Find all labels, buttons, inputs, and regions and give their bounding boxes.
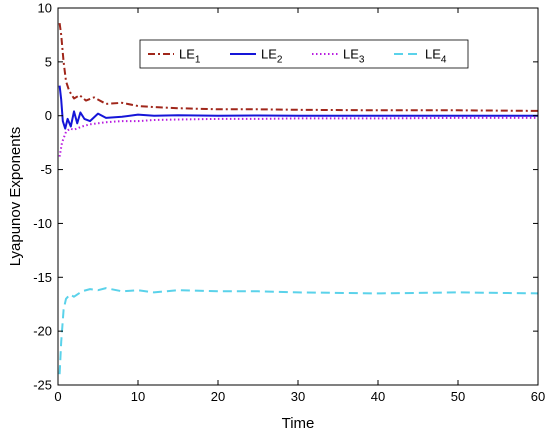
series-line-le2	[58, 85, 538, 130]
series-line-le3	[58, 116, 538, 157]
x-tick-label: 10	[131, 389, 145, 404]
legend-label-main: LE	[343, 47, 359, 62]
x-tick-label: 0	[54, 389, 61, 404]
legend-label-subscript: 3	[359, 55, 365, 66]
series-layer	[58, 22, 539, 375]
y-axis-label: Lyapunov Exponents	[7, 127, 24, 267]
y-tick-label: -10	[33, 216, 52, 231]
x-tick-label: 30	[291, 389, 305, 404]
x-tick-label: 20	[211, 389, 225, 404]
legend-label-main: LE	[179, 47, 195, 62]
y-tick-label: 0	[45, 108, 52, 123]
y-tick-label: -15	[33, 270, 52, 285]
legend-label-main: LE	[261, 47, 277, 62]
y-tick-label: 5	[45, 54, 52, 69]
y-tick-label: -25	[33, 378, 52, 393]
series-line-le4	[58, 287, 539, 375]
y-tick-label: -20	[33, 324, 52, 339]
legend-label-le3: LE3	[343, 47, 365, 66]
x-tick-label: 60	[531, 389, 545, 404]
x-tick-label: 40	[371, 389, 385, 404]
y-tick-label: -5	[40, 162, 52, 177]
legend-label-le1: LE1	[179, 47, 201, 66]
legend-label-subscript: 2	[277, 55, 283, 66]
legend: LE1 LE2 LE3 LE4	[139, 39, 469, 69]
x-tick-label: 50	[451, 389, 465, 404]
legend-label-subscript: 4	[441, 55, 447, 66]
y-tick-label: 10	[38, 1, 52, 16]
legend-label-main: LE	[425, 47, 441, 62]
x-axis-label: Time	[282, 415, 315, 432]
series-line-le1	[58, 22, 539, 112]
legend-label-le4: LE4	[425, 47, 447, 66]
legend-label-subscript: 1	[195, 55, 201, 66]
legend-label-le2: LE2	[261, 47, 283, 66]
